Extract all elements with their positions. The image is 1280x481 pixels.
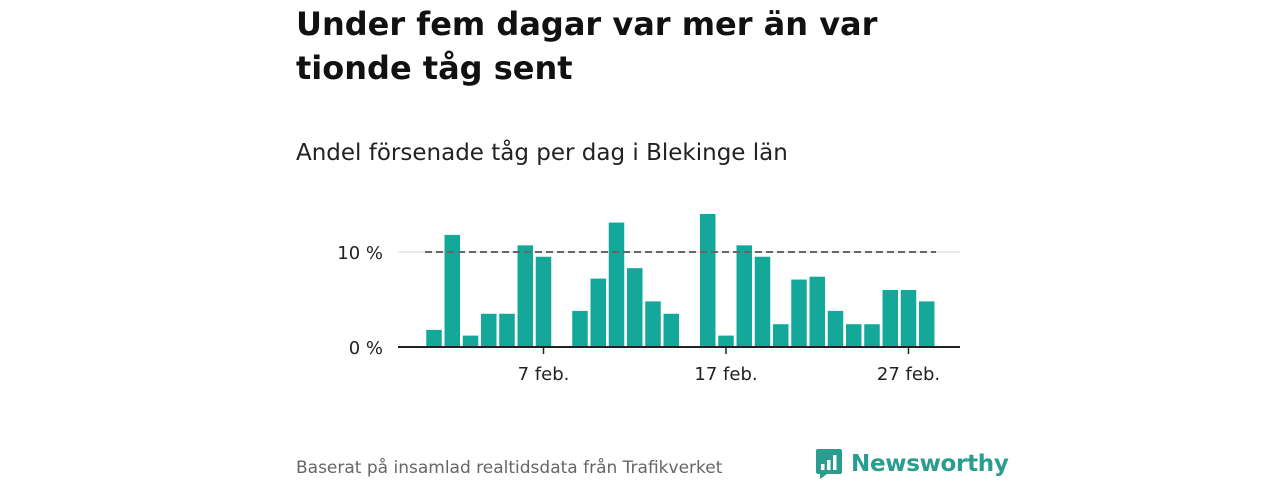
x-tick-label: 7 feb. <box>518 364 570 385</box>
bar <box>754 256 771 347</box>
brand-name: Newsworthy <box>851 451 1009 477</box>
chart-subtitle: Andel försenade tåg per dag i Blekinge l… <box>296 140 788 166</box>
bar <box>864 324 880 347</box>
bar <box>444 234 460 347</box>
bar <box>773 324 789 347</box>
x-tick-label: 27 feb. <box>877 364 940 385</box>
bar <box>736 245 752 347</box>
bar <box>499 313 515 347</box>
bar <box>919 301 935 347</box>
bar <box>827 310 844 347</box>
brand-logo: Newsworthy <box>815 447 1009 481</box>
y-tick-label: 0 % <box>349 338 383 359</box>
bar <box>481 313 497 347</box>
bar <box>700 214 716 347</box>
bar <box>462 335 479 347</box>
bar <box>590 278 606 347</box>
bar <box>809 276 825 347</box>
bar <box>627 268 643 347</box>
bar <box>900 290 917 347</box>
newsworthy-logo-icon <box>816 449 842 479</box>
bar-chart: 0 % 10 % 7 feb. 17 feb. 27 feb. <box>337 214 960 385</box>
chart-title: Under fem dagar var mer än var tionde tå… <box>296 5 878 87</box>
bar <box>535 256 552 347</box>
bar <box>426 329 442 347</box>
bar <box>608 222 625 347</box>
bar <box>517 245 533 347</box>
bar <box>663 313 679 347</box>
bar <box>572 310 588 347</box>
bar <box>718 335 734 347</box>
bar <box>882 290 898 347</box>
bar <box>645 301 661 347</box>
source-note: Baserat på insamlad realtidsdata från Tr… <box>296 458 723 478</box>
bar <box>791 279 807 347</box>
bar <box>846 324 862 347</box>
y-tick-label: 10 % <box>337 243 383 264</box>
x-tick-label: 17 feb. <box>694 364 757 385</box>
